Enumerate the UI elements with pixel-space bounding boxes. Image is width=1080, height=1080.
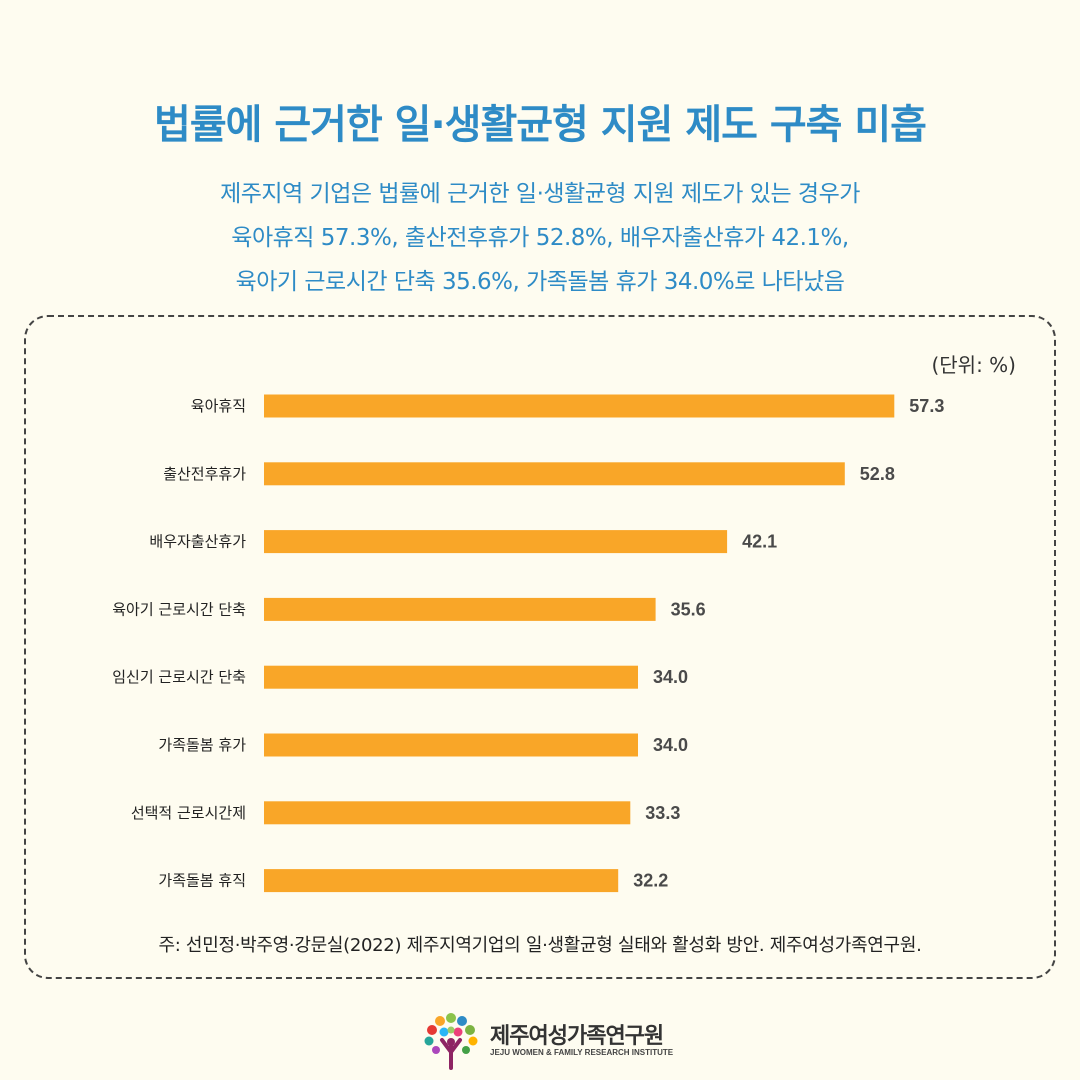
institute-logo: 제주여성가족연구원 JEJU WOMEN & FAMILY RESEARCH I… [420, 1008, 680, 1070]
value-label: 34.0 [653, 667, 688, 687]
value-label: 52.8 [860, 464, 895, 484]
tree-logo-icon [424, 1013, 478, 1070]
chart-panel: (단위: %) 육아휴직 57.3 출산전후휴가 52.8 배우자출산휴가 42.1 육아기… [24, 315, 1056, 979]
value-label: 32.2 [633, 871, 668, 891]
page-title: 법률에 근거한 일·생활균형 지원 제도 구축 미흡 [154, 102, 927, 148]
subtitle-line: 육아휴직 57.3%, 출산전후휴가 52.8%, 배우자출산휴가 42.1%, [231, 225, 849, 251]
bar [264, 394, 895, 418]
value-label: 42.1 [742, 532, 777, 552]
category-label: 가족돌봄 휴가 [158, 736, 246, 754]
bar [264, 462, 845, 486]
bar [264, 665, 638, 689]
logo-name: 제주여성가족연구원 [490, 1024, 664, 1049]
bar-chart: 육아휴직 57.3 출산전후휴가 52.8 배우자출산휴가 42.1 육아기 근로시간 단축… [112, 394, 944, 893]
value-label: 34.0 [653, 735, 688, 755]
source-footnote: 주: 선민정·박주영·강문실(2022) 제주지역기업의 일·생활균형 실태와 … [158, 935, 922, 956]
bar [264, 597, 656, 621]
category-label: 가족돌봄 휴직 [158, 872, 246, 890]
bar [264, 801, 631, 825]
category-label: 배우자출산휴가 [149, 533, 246, 551]
subtitle-line: 제주지역 기업은 법률에 근거한 일·생활균형 지원 제도가 있는 경우가 [220, 181, 860, 207]
bar [264, 733, 638, 757]
unit-label: (단위: %) [931, 353, 1016, 377]
category-label: 육아기 근로시간 단축 [112, 600, 246, 618]
category-label: 임신기 근로시간 단축 [112, 668, 246, 686]
value-label: 33.3 [645, 803, 680, 823]
bar [264, 869, 619, 893]
category-label: 출산전후휴가 [163, 465, 246, 483]
bar [264, 530, 728, 554]
value-label: 35.6 [671, 599, 706, 619]
logo-subtitle: JEJU WOMEN & FAMILY RESEARCH INSTITUTE [490, 1048, 674, 1057]
value-label: 57.3 [909, 396, 944, 416]
page-subtitle: 제주지역 기업은 법률에 근거한 일·생활균형 지원 제도가 있는 경우가 육아… [0, 172, 1080, 304]
category-label: 선택적 근로시간제 [131, 804, 246, 822]
category-label: 육아휴직 [191, 397, 246, 415]
subtitle-line: 육아기 근로시간 단축 35.6%, 가족돌봄 휴가 34.0%로 나타났음 [235, 269, 845, 295]
